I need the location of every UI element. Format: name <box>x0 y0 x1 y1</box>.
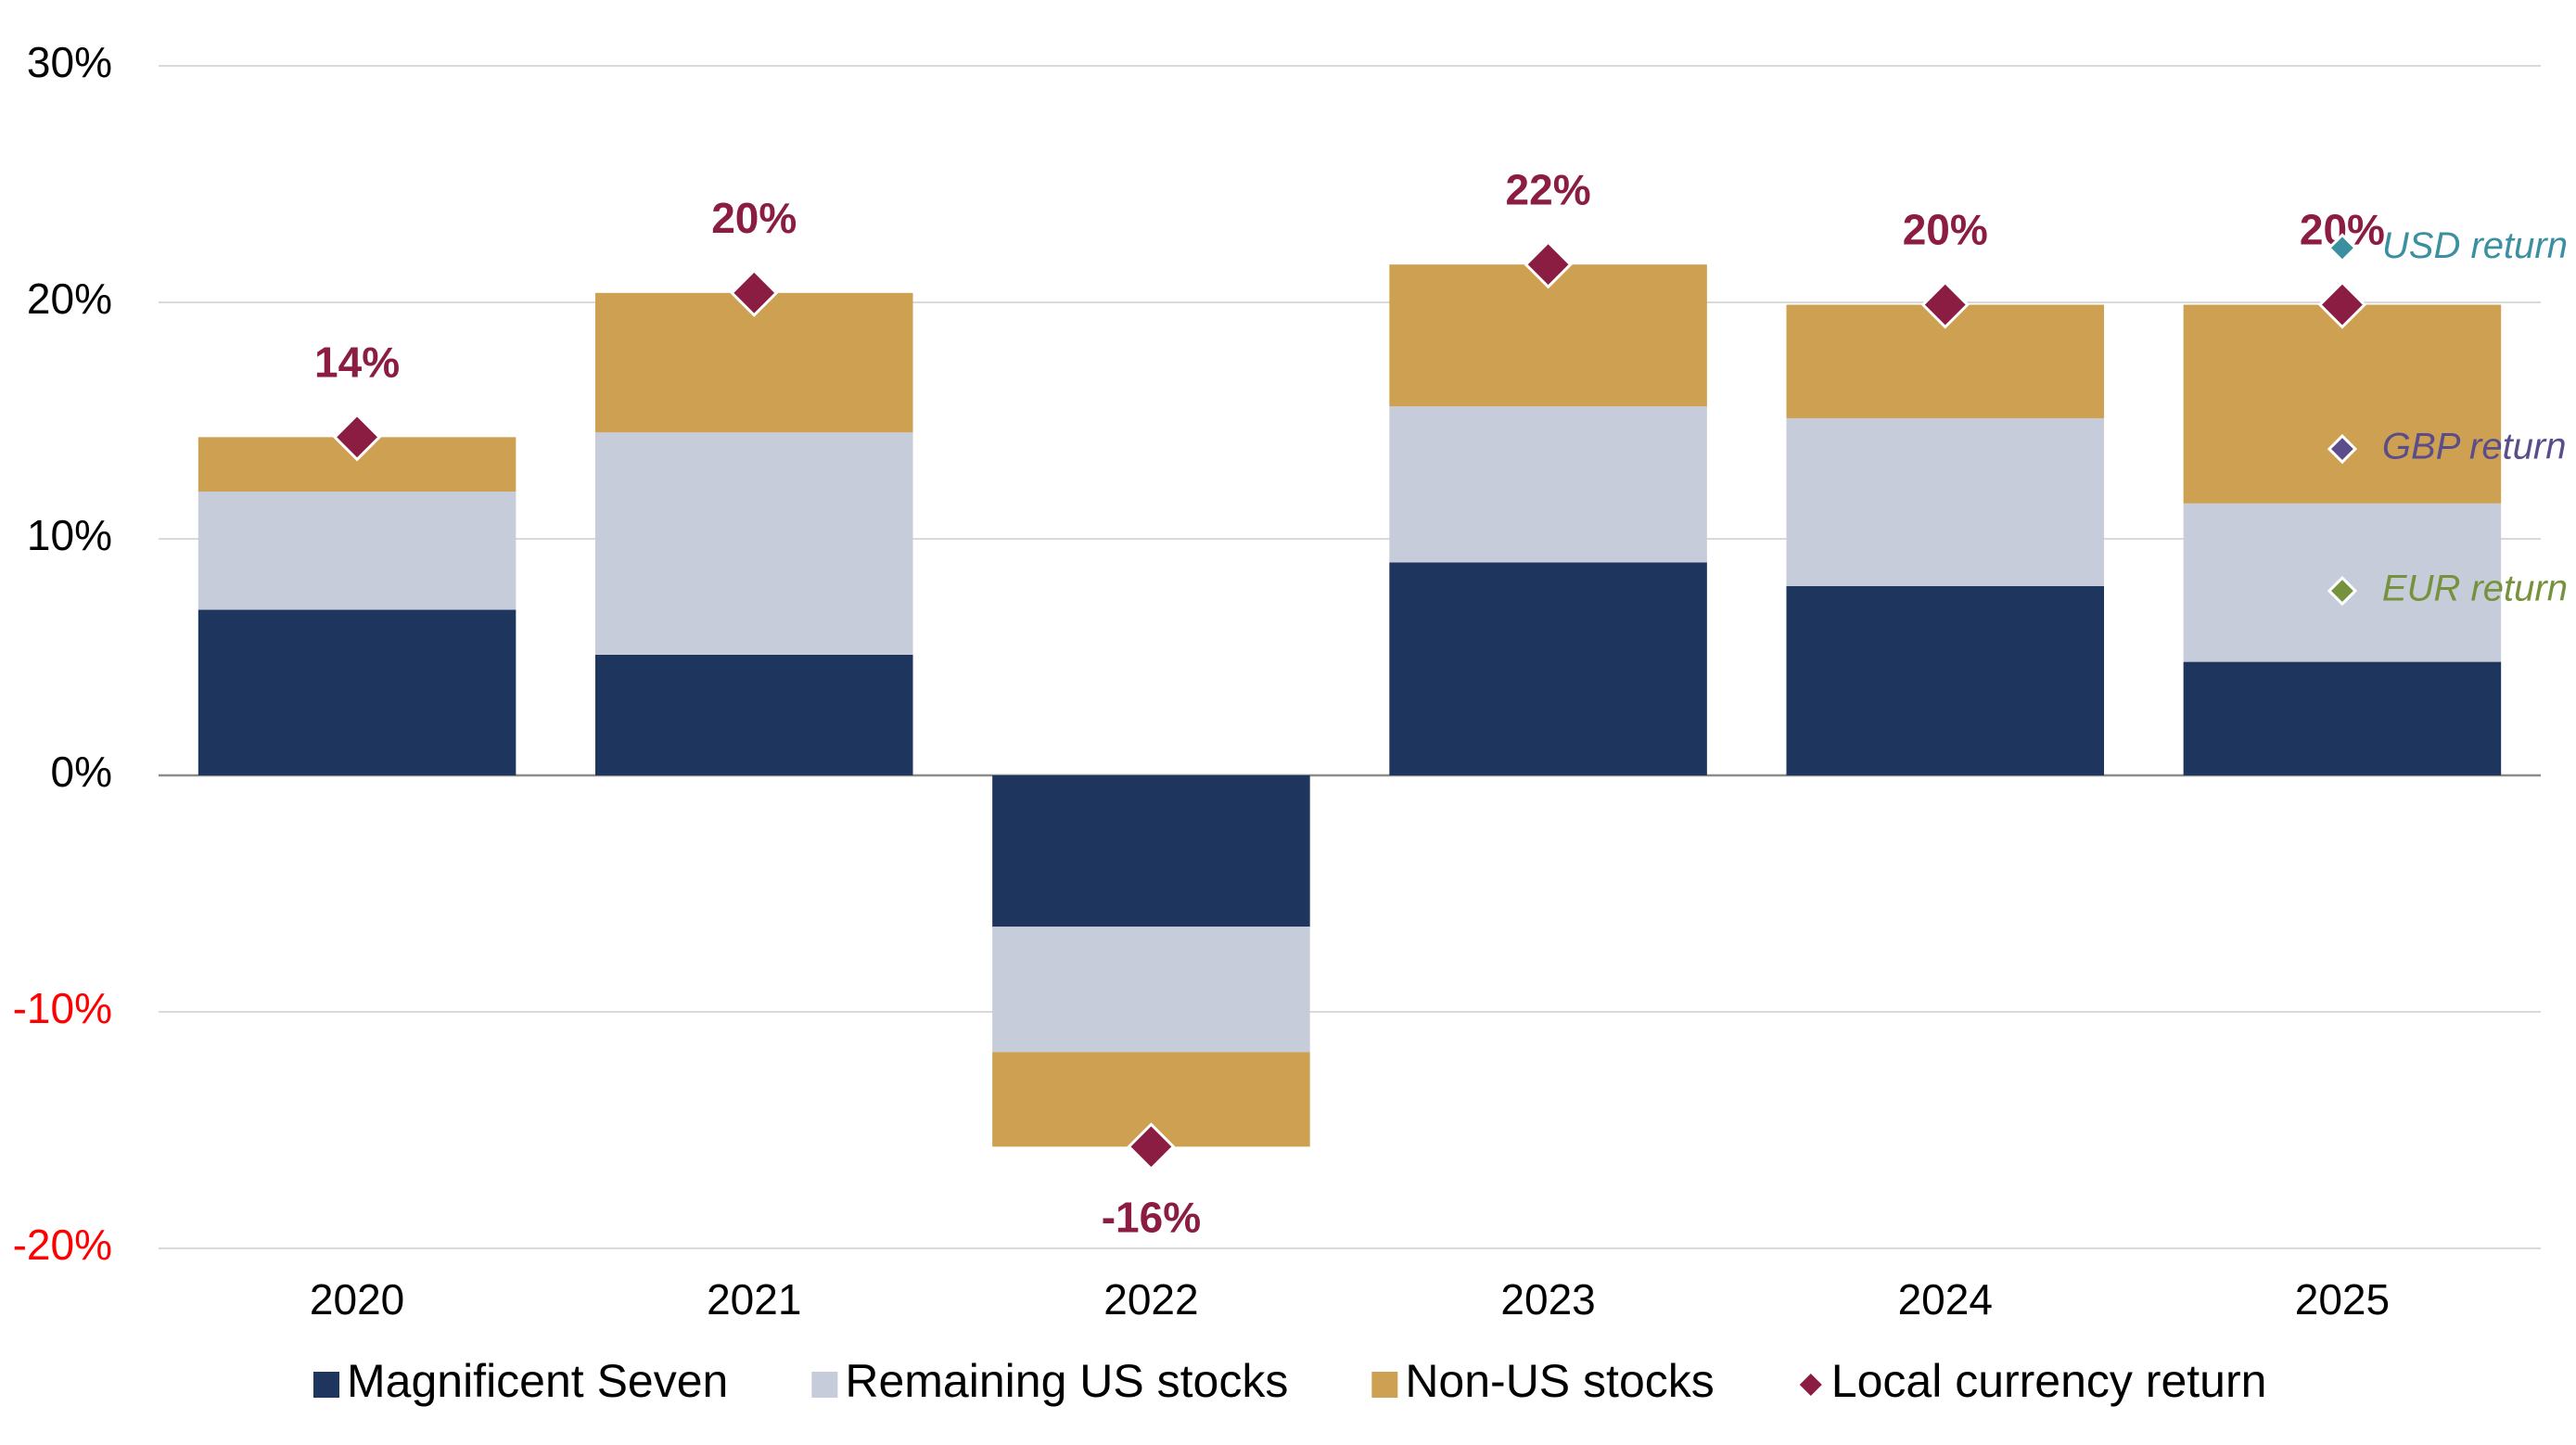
bar-segment <box>594 654 913 775</box>
data-label: 20% <box>711 194 797 242</box>
data-label: 20% <box>1903 206 1988 254</box>
y-tick-label: -20% <box>13 1221 112 1269</box>
data-label: -16% <box>1102 1194 1201 1242</box>
legend-label: Local currency return <box>1831 1355 2267 1407</box>
bar-segment <box>992 927 1310 1053</box>
legend-swatch <box>313 1372 339 1398</box>
legend-swatch <box>811 1372 838 1398</box>
legend-label: Non-US stocks <box>1405 1355 1714 1407</box>
marker <box>1127 1122 1176 1171</box>
bar-segment <box>1786 586 2105 775</box>
marker-name: USD return <box>2382 225 2568 266</box>
x-tick-label: 2020 <box>310 1275 404 1324</box>
legend-swatch <box>1799 1374 1822 1396</box>
y-tick-label: 20% <box>27 275 112 323</box>
marker <box>1920 280 1970 329</box>
y-tick-label: 10% <box>27 511 112 559</box>
bar-segment <box>198 492 516 610</box>
marker-name: EUR return <box>2382 569 2568 609</box>
data-label: 22% <box>1506 165 1591 213</box>
bar-segment <box>198 609 516 775</box>
bar-segment <box>992 775 1310 927</box>
marker <box>1524 240 1573 289</box>
bar-segment <box>2183 661 2502 775</box>
marker-name: GBP return <box>2382 427 2567 467</box>
y-tick-label: -10% <box>13 984 112 1032</box>
x-tick-label: 2025 <box>2295 1275 2390 1324</box>
legend-label: Remaining US stocks <box>845 1355 1288 1407</box>
marker <box>2317 280 2367 329</box>
marker <box>2327 233 2358 263</box>
marker <box>2327 575 2358 607</box>
bar-segment <box>1389 562 1707 775</box>
legend-label: Magnificent Seven <box>347 1355 728 1407</box>
x-tick-label: 2024 <box>1898 1275 1993 1324</box>
x-tick-label: 2021 <box>707 1275 801 1324</box>
y-tick-label: 0% <box>51 748 112 796</box>
marker <box>2327 433 2358 465</box>
x-tick-label: 2022 <box>1103 1275 1198 1324</box>
bar-segment <box>2183 304 2502 504</box>
data-label: 14% <box>314 339 400 387</box>
x-tick-label: 2023 <box>1500 1275 1595 1324</box>
bar-segment <box>594 432 913 655</box>
y-tick-label: 30% <box>27 38 112 86</box>
bar-segment <box>1786 417 2105 586</box>
bar-segment <box>1389 406 1707 563</box>
marker <box>332 413 382 462</box>
marker <box>730 268 779 317</box>
legend-swatch <box>1371 1372 1398 1398</box>
